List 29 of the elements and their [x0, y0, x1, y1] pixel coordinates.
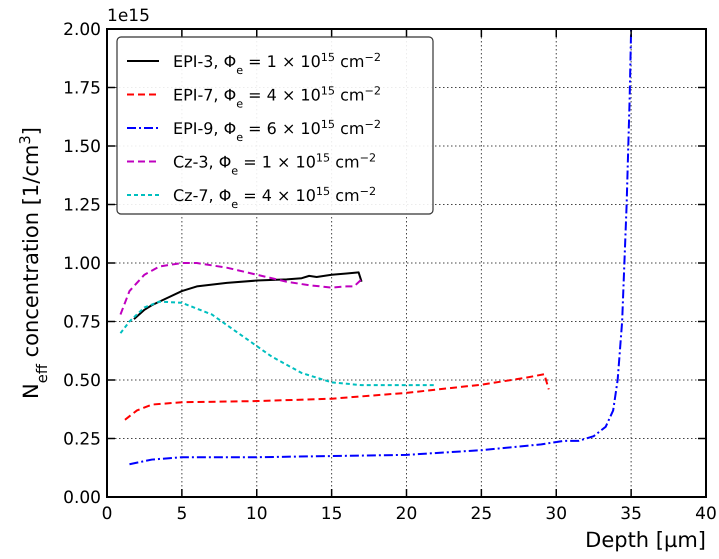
x-tick-label: 15	[320, 504, 342, 524]
x-tick-label: 25	[470, 504, 492, 524]
y-tick-label: 0.25	[63, 429, 101, 450]
line-series	[132, 271, 363, 320]
legend-label: EPI-7, Φ$_{e}$ = 4 × 10$^{15}$ cm$^{−2}$	[173, 84, 382, 110]
x-tick-label: 40	[695, 504, 717, 524]
line-series	[119, 262, 363, 316]
y-tick-label: 1.50	[63, 136, 101, 157]
text: 1e15	[107, 6, 150, 26]
y-tick-label: 1.00	[63, 254, 101, 274]
x-tick-label: 0	[102, 504, 112, 524]
y-tick-label: 2.00	[63, 20, 101, 40]
y-tick-label: 1.25	[63, 195, 101, 216]
x-tick-label: 10	[246, 504, 268, 524]
legend-label: Cz-7, Φ$_{e}$ = 4 × 10$^{15}$ cm$^{−2}$	[173, 184, 376, 210]
x-tick-label: 30	[545, 504, 568, 524]
y-tick-label: 0.50	[63, 370, 101, 391]
legend-label: Cz-3, Φ$_{e}$ = 1 × 10$^{15}$ cm$^{−2}$	[173, 151, 376, 177]
legend-label: EPI-9, Φ$_{e}$ = 6 × 10$^{15}$ cm$^{−2}$	[173, 118, 382, 144]
y-tick-label: 0.75	[63, 312, 101, 332]
x-tick-label: 5	[176, 504, 188, 524]
y-tick-label: 0.00	[63, 488, 101, 508]
x-axis-title: Depth [µm]	[585, 528, 706, 552]
line-series	[124, 373, 550, 421]
x-tick-label: 35	[620, 504, 642, 524]
y-tick-label: 1.75	[63, 78, 101, 98]
legend-label: EPI-3, Φ$_{e}$ = 1 × 10$^{15}$ cm$^{−2}$	[173, 50, 382, 76]
line-series	[128, 28, 632, 466]
x-tick-label: 20	[396, 504, 418, 524]
